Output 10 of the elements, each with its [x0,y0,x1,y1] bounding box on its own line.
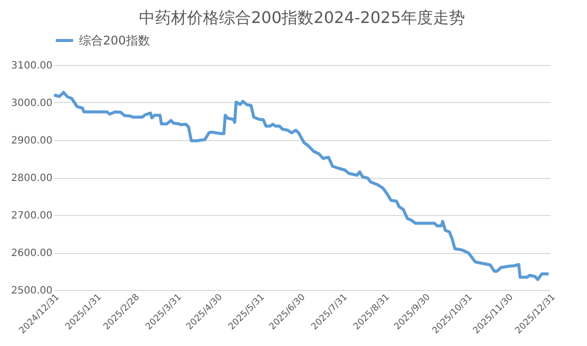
y-tick-label: 2700.00 [11,210,52,222]
y-tick-label: 3100.00 [11,60,52,72]
chart-title: 中药材价格综合200指数2024-2025年度走势 [139,8,465,27]
line-series [52,90,550,281]
y-tick-label: 2800.00 [11,173,52,184]
y-tick-label: 2600.00 [11,248,52,259]
legend-label: 综合200指数 [79,34,150,48]
y-tick-label: 3000.00 [11,98,52,109]
y-tick-label: 2500.00 [11,286,52,296]
y-tick-label: 2900.00 [11,136,52,146]
